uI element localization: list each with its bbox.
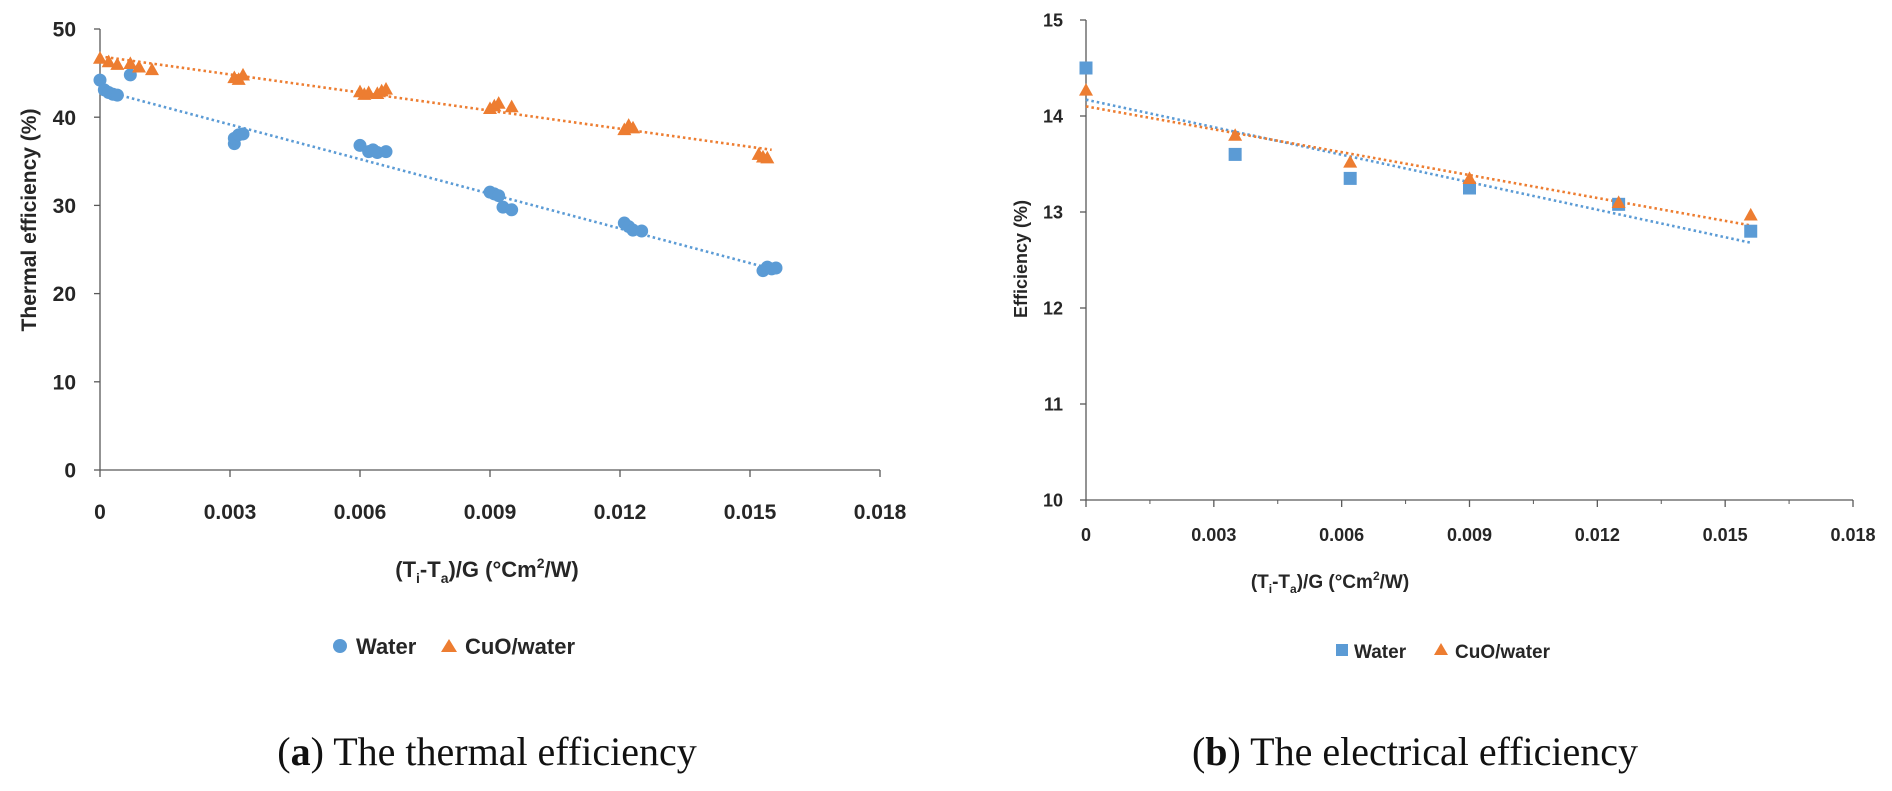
legend-water-label: Water xyxy=(356,634,417,659)
data-point-water xyxy=(492,189,506,203)
y-tick-label: 40 xyxy=(53,107,76,130)
y-tick-label: 15 xyxy=(1043,10,1063,30)
x-tick-label: 0.015 xyxy=(724,501,777,524)
data-point-water xyxy=(505,203,519,217)
y-tick-labels: 10 11 12 13 14 15 xyxy=(1043,10,1063,510)
data-point-cuo-water xyxy=(504,99,519,113)
trend-line-water xyxy=(99,88,773,271)
data-point-cuo-water xyxy=(1611,195,1626,208)
data-point-cuo-water xyxy=(379,81,393,95)
data-point-cuo-water xyxy=(626,120,640,134)
x-tick-label: 0.009 xyxy=(464,501,517,524)
axes xyxy=(1080,19,1854,507)
data-point-cuo-water xyxy=(145,62,159,76)
x-tick-labels: 0 0.003 0.006 0.009 0.012 0.015 0.018 xyxy=(94,501,906,524)
legend-cuo-label: CuO/water xyxy=(465,634,575,659)
caption-a: (a) The thermal efficiency xyxy=(277,729,696,774)
data-point-cuo-water xyxy=(1343,155,1358,168)
x-axis-label: (Ti-Ta)/G (°Cm2/W) xyxy=(1251,569,1409,596)
data-point-water xyxy=(1079,61,1093,75)
chart-panel-a: Thermal efficiency (%) 0 10 20 30 40 50 0 0.00… xyxy=(18,19,907,774)
data-point-cuo-water xyxy=(123,56,138,69)
x-tick-label: 0.009 xyxy=(1447,525,1492,545)
x-axis-label: (Ti-Ta)/G (°Cm2/W) xyxy=(395,555,578,586)
data-point-cuo-water xyxy=(1462,171,1477,184)
data-point-cuo-water xyxy=(1079,83,1093,96)
axes xyxy=(94,28,881,477)
caption-b: (b) The electrical efficiency xyxy=(1192,729,1638,774)
data-point-water xyxy=(769,261,783,275)
legend-water-marker xyxy=(333,639,347,653)
legend-water-marker xyxy=(1336,644,1348,656)
x-tick-label: 0.003 xyxy=(204,501,257,524)
x-tick-labels: 0 0.003 0.006 0.009 0.012 0.015 0.018 xyxy=(1081,525,1876,545)
data-point-cuo-water xyxy=(1743,207,1758,221)
data-point-cuo-water xyxy=(1228,128,1243,141)
y-tick-labels: 0 10 20 30 40 50 xyxy=(53,19,76,483)
x-tick-label: 0.003 xyxy=(1191,525,1236,545)
data-point-cuo-water xyxy=(491,96,506,109)
x-tick-label: 0.018 xyxy=(1830,525,1875,545)
data-point-water xyxy=(1228,147,1242,161)
x-tick-label: 0.012 xyxy=(594,501,647,524)
data-points xyxy=(93,51,783,278)
x-tick-label: 0.006 xyxy=(1319,525,1364,545)
data-point-water xyxy=(93,73,107,87)
y-axis-label: Thermal efficiency (%) xyxy=(18,109,41,332)
x-tick-label: 0.015 xyxy=(1703,525,1748,545)
data-point-cuo-water xyxy=(93,51,107,64)
y-tick-label: 50 xyxy=(53,19,76,42)
y-tick-label: 11 xyxy=(1044,394,1063,414)
data-point-cuo-water xyxy=(236,67,250,81)
y-tick-label: 30 xyxy=(53,195,76,218)
data-point-cuo-water xyxy=(361,85,376,99)
data-point-cuo-water xyxy=(101,54,116,68)
y-tick-label: 12 xyxy=(1043,298,1063,318)
y-tick-label: 10 xyxy=(1043,490,1063,510)
legend-cuo-label: CuO/water xyxy=(1455,642,1551,663)
y-tick-label: 14 xyxy=(1043,106,1063,126)
y-tick-label: 10 xyxy=(53,371,76,394)
data-point-water xyxy=(379,145,393,159)
x-tick-label: 0.018 xyxy=(854,501,907,524)
data-point-water xyxy=(1744,224,1758,238)
legend-cuo-marker xyxy=(1434,643,1448,655)
trend-lines xyxy=(1085,98,1752,244)
data-point-cuo-water xyxy=(760,150,775,164)
data-point-cuo-water xyxy=(132,59,146,73)
legend: Water CuO/water xyxy=(333,634,575,659)
data-point-water xyxy=(236,127,250,141)
y-tick-label: 13 xyxy=(1043,202,1063,222)
legend-water-label: Water xyxy=(1354,642,1407,663)
legend-cuo-marker xyxy=(441,639,457,652)
data-point-water xyxy=(635,224,649,238)
data-point-water xyxy=(1343,171,1357,185)
data-point-water xyxy=(1463,181,1476,195)
trend-line-water xyxy=(1085,98,1752,244)
trend-line-cuo-water xyxy=(1085,105,1751,227)
data-point-cuo-water xyxy=(110,57,125,70)
x-tick-label: 0.012 xyxy=(1575,525,1620,545)
legend: Water CuO/water xyxy=(1336,642,1551,663)
data-point-water xyxy=(110,88,124,102)
y-tick-label: 20 xyxy=(53,283,76,306)
y-axis-label: Efficiency (%) xyxy=(1011,200,1031,318)
x-tick-label: 0 xyxy=(1081,525,1091,545)
x-tick-label: 0 xyxy=(94,501,106,524)
y-tick-label: 0 xyxy=(64,460,76,483)
trend-line-cuo-water xyxy=(99,55,772,152)
trend-lines xyxy=(99,55,773,271)
x-tick-label: 0.006 xyxy=(334,501,387,524)
data-points xyxy=(1079,61,1758,238)
